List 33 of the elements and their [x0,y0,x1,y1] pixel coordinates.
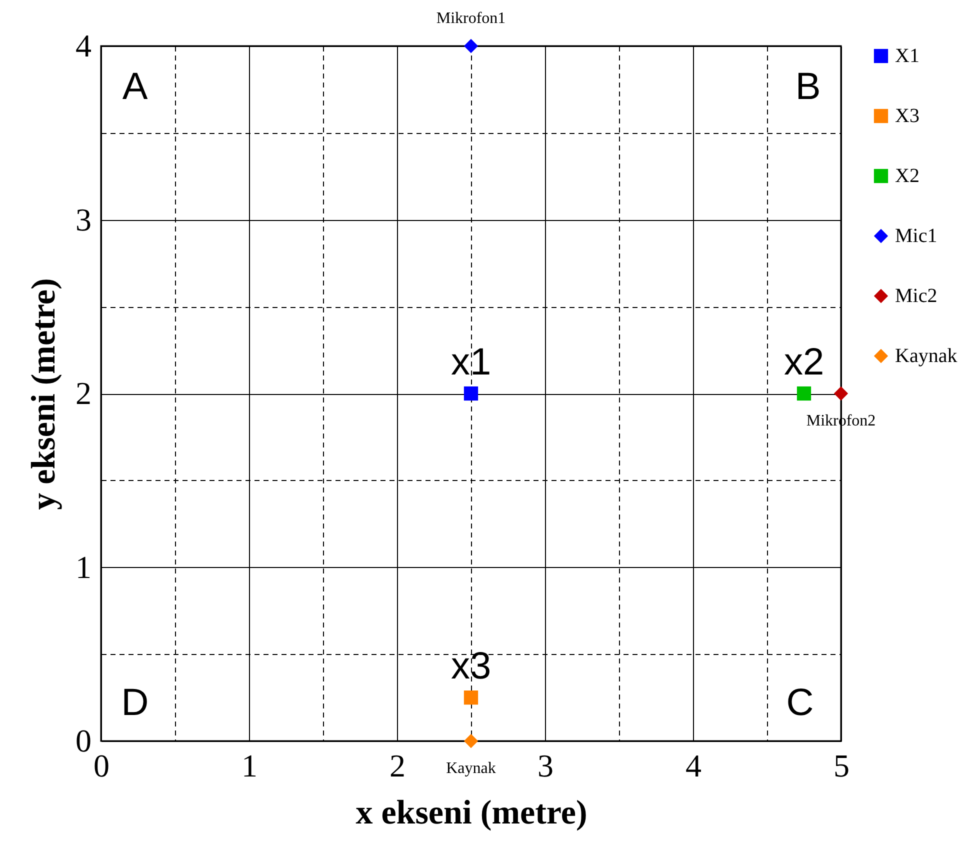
legend-label: Mic2 [895,285,938,307]
y-tick-label: 3 [76,201,92,238]
x-tick-label: 1 [242,748,258,784]
annotation: A [122,66,148,108]
x-tick-label: 4 [686,748,702,784]
annotation: B [795,66,821,108]
annotation: Mikrofon1 [436,10,506,27]
y-tick-label: 4 [76,28,92,64]
y-axis-title: y ekseni (metre) [26,278,62,510]
y-tick-label: 0 [76,722,92,758]
point [464,734,478,748]
legend-label: X2 [895,165,920,187]
legend-label: Kaynak [895,345,958,367]
annotation: x2 [784,342,824,384]
point [464,38,478,54]
x-axis-title: x ekseni (metre) [356,794,588,832]
legend-label: X1 [895,45,920,67]
point [464,386,478,401]
legend-label: Mic1 [895,225,938,247]
annotation: x3 [450,646,492,688]
x-tick-label: 2 [390,748,406,784]
y-tick-label: 2 [76,375,92,411]
legend-label: X3 [895,105,920,127]
annotation: Kaynak [446,760,496,777]
y-tick-label: 1 [76,548,92,585]
point [834,386,848,401]
point [464,690,478,705]
x-tick-label: 5 [834,748,850,784]
x-tick-label: 3 [538,748,554,784]
point [796,386,812,401]
annotation: x1 [450,342,492,384]
annotation: C [786,682,814,724]
annotation: D [121,682,149,724]
